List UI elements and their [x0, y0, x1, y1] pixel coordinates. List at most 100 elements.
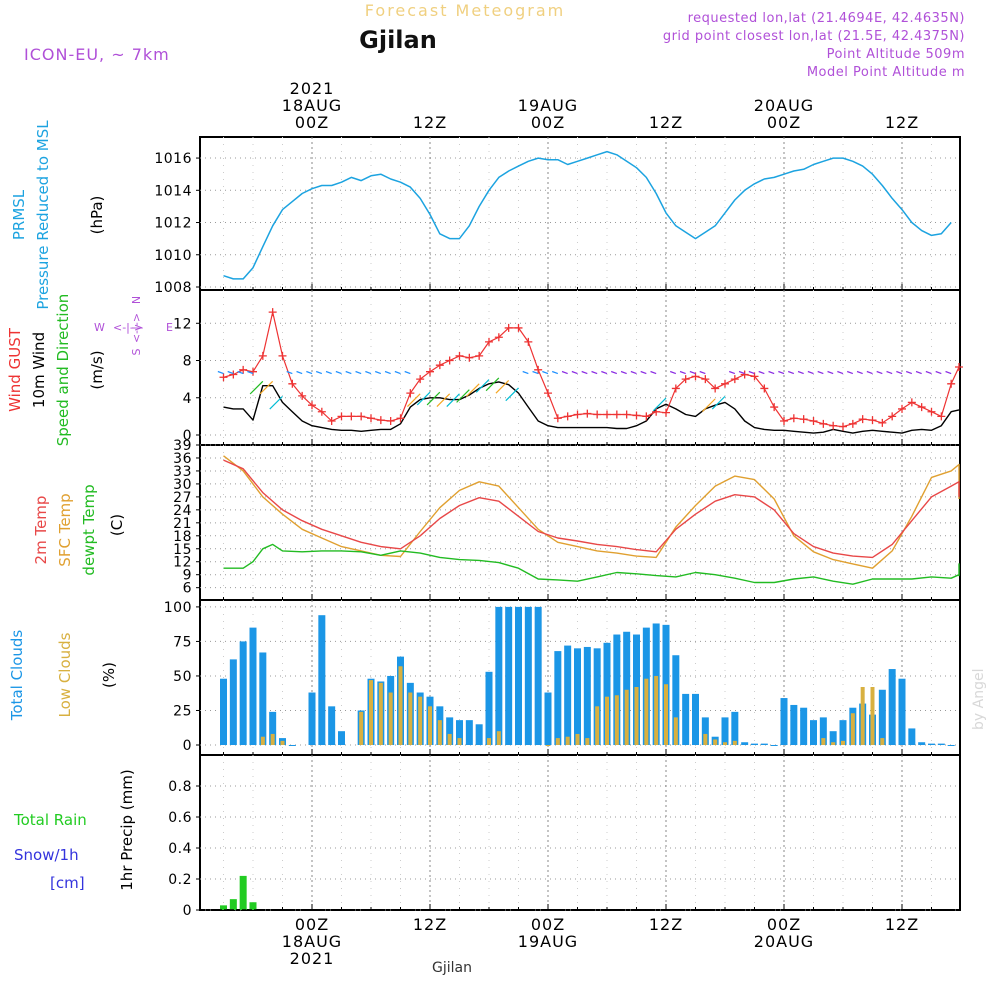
- gust-marker: [445, 356, 454, 365]
- ytick-label: 0: [183, 738, 192, 754]
- sfc-temp-line: [223, 455, 960, 569]
- total-cloud-bar: [790, 704, 798, 745]
- total-cloud-bar: [829, 731, 837, 745]
- low-cloud-bar: [821, 738, 826, 745]
- gust-marker: [681, 375, 690, 384]
- low-cloud-bar: [723, 742, 727, 745]
- ytick-label: 4: [183, 391, 192, 407]
- total-cloud-bar: [505, 606, 513, 745]
- wind-arrow: [227, 370, 234, 375]
- dewpoint-line: [223, 543, 960, 585]
- gust-marker: [730, 375, 739, 384]
- wind-arrow: [925, 370, 932, 375]
- pressure-label-short: PRMSL: [10, 189, 28, 240]
- wind-arrow: [551, 370, 559, 375]
- time-label-top: 12Z: [649, 113, 683, 132]
- time-label-bottom: 12Z: [413, 915, 447, 934]
- gust-marker: [435, 361, 444, 370]
- low-cloud-bar: [487, 738, 491, 745]
- wind-unit: (m/s): [88, 350, 106, 389]
- gust-marker: [760, 384, 769, 393]
- gust-marker: [553, 414, 562, 423]
- wind-arrow: [315, 370, 323, 375]
- wind-arrow: [876, 370, 883, 375]
- ytick-label: 8: [183, 354, 192, 370]
- ytick-label: 24: [173, 503, 192, 519]
- compass-n: N: [130, 296, 143, 304]
- wind-arrow: [640, 370, 647, 375]
- ytick-label: 0: [183, 428, 192, 444]
- wind-arrow: [522, 370, 529, 375]
- compass-e: E: [166, 321, 173, 334]
- time-label-bottom: 00Z: [531, 915, 565, 934]
- ytick-label: 50: [173, 669, 192, 685]
- gust-marker: [583, 409, 592, 418]
- ytick-label: 1014: [154, 183, 192, 199]
- wind-arrow: [650, 370, 657, 375]
- low-cloud-bar: [585, 738, 590, 745]
- total-cloud-bar: [495, 606, 503, 745]
- total-cloud-bar: [603, 642, 611, 745]
- time-label-bottom: 18AUG: [282, 932, 342, 951]
- gust-marker: [947, 379, 956, 388]
- wind-arrow: [325, 370, 332, 375]
- wind-arrow: [374, 370, 382, 375]
- total-cloud-bar: [259, 652, 267, 745]
- low-cloud-bar: [437, 720, 442, 745]
- total-cloud-bar: [751, 743, 758, 745]
- gust-marker: [386, 417, 395, 426]
- wind-arrow: [905, 370, 913, 375]
- total-cloud-bar: [672, 655, 680, 745]
- wind-arrow: [758, 370, 765, 375]
- gust-marker: [799, 415, 808, 424]
- ytick-label: 1012: [154, 216, 192, 232]
- wind-arrow: [886, 370, 893, 375]
- wind-arrow: [394, 370, 401, 375]
- gust-marker: [927, 407, 936, 416]
- gust-marker: [465, 353, 474, 362]
- ytick-label: 75: [173, 634, 192, 650]
- wind-arrow: [807, 370, 814, 375]
- total-cloud-bar: [229, 659, 237, 745]
- wind-arrow: [652, 397, 667, 412]
- total-cloud-bar: [515, 606, 522, 745]
- low-cloud-bar: [644, 678, 649, 745]
- total-cloud-bar: [918, 742, 926, 745]
- gust-marker: [357, 412, 366, 421]
- gust-marker: [612, 410, 621, 419]
- time-label-top: 2021: [290, 79, 335, 98]
- gust-marker: [504, 323, 513, 332]
- gust-marker: [878, 418, 887, 427]
- wind-arrow: [296, 370, 303, 375]
- wind-arrow: [446, 393, 460, 408]
- low-cloud-bar: [388, 692, 393, 745]
- wind-arrow: [748, 370, 755, 375]
- gust-marker: [376, 416, 385, 425]
- low-cloud-bar: [870, 687, 875, 745]
- wind-dir-label: Speed and Direction: [54, 294, 72, 447]
- gust-marker: [652, 407, 661, 416]
- ytick-label: 1016: [154, 151, 192, 167]
- wind-arrow: [561, 370, 568, 375]
- time-label-top: 12Z: [413, 113, 447, 132]
- gust-marker: [396, 414, 405, 423]
- wind-arrow: [827, 370, 834, 375]
- ytick-label: 36: [173, 451, 192, 467]
- ytick-label: 33: [173, 464, 192, 480]
- wind-speed-line: [223, 381, 960, 434]
- total-cloud-bar: [308, 692, 316, 745]
- gust-marker: [426, 367, 434, 376]
- gust-marker: [691, 372, 700, 381]
- wind-arrow: [426, 391, 441, 406]
- compass-arrows-v: <-|->: [130, 313, 143, 343]
- gust-marker: [317, 407, 326, 416]
- total-cloud-bar: [839, 720, 847, 745]
- time-label-bottom: 12Z: [649, 915, 683, 934]
- gridpoint-coords: grid point closest lon,lat (21.5E, 42.43…: [663, 29, 965, 44]
- low-cloud-bar: [634, 687, 639, 745]
- gust-marker: [219, 373, 228, 382]
- low-cloud-bar: [270, 733, 275, 745]
- wind-arrow: [778, 370, 785, 375]
- low-cloud-bar: [831, 742, 836, 745]
- low-cloud-bar: [496, 731, 501, 745]
